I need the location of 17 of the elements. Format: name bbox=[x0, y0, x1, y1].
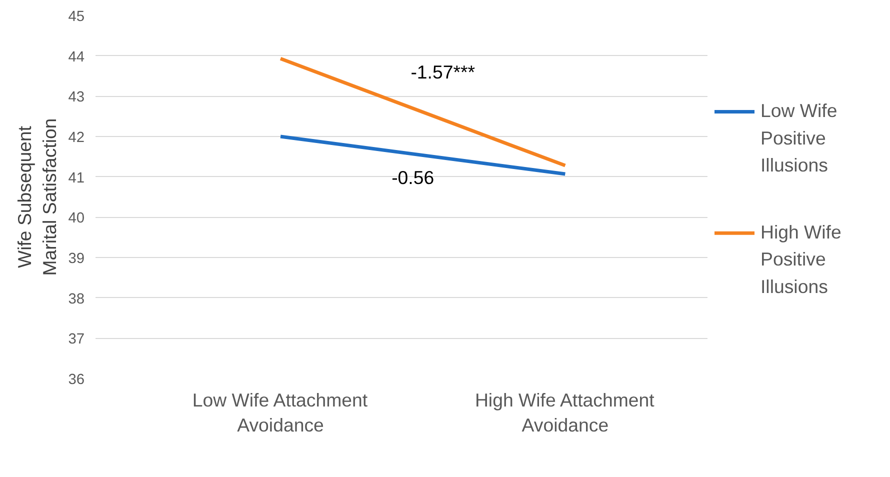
y-tick-label: 43 bbox=[68, 90, 85, 106]
y-tick-label: 40 bbox=[68, 210, 85, 227]
x-tick-label: High Wife Attachment Avoidance bbox=[474, 390, 656, 436]
y-tick-label: 37 bbox=[68, 332, 85, 348]
annotation: -1.57*** bbox=[410, 62, 476, 83]
y-tick-label: 44 bbox=[68, 49, 85, 66]
y-tick-label: 36 bbox=[68, 372, 85, 388]
legend-label: High Wife Positive Illusions bbox=[760, 221, 842, 297]
y-tick-label: 41 bbox=[68, 170, 85, 186]
y-axis-title: Wife Subsequent Marital Satisfaction bbox=[14, 118, 60, 276]
x-tick-label: Low Wife Attachment Avoidance bbox=[192, 390, 368, 436]
y-tick-label: 39 bbox=[68, 251, 85, 267]
legend-label: Low Wife Positive Illusions bbox=[760, 100, 838, 176]
y-tick-label: 38 bbox=[68, 291, 85, 308]
y-tick-label: 42 bbox=[68, 130, 85, 146]
y-tick-label: 45 bbox=[68, 9, 85, 25]
annotation: -0.56 bbox=[392, 166, 434, 188]
